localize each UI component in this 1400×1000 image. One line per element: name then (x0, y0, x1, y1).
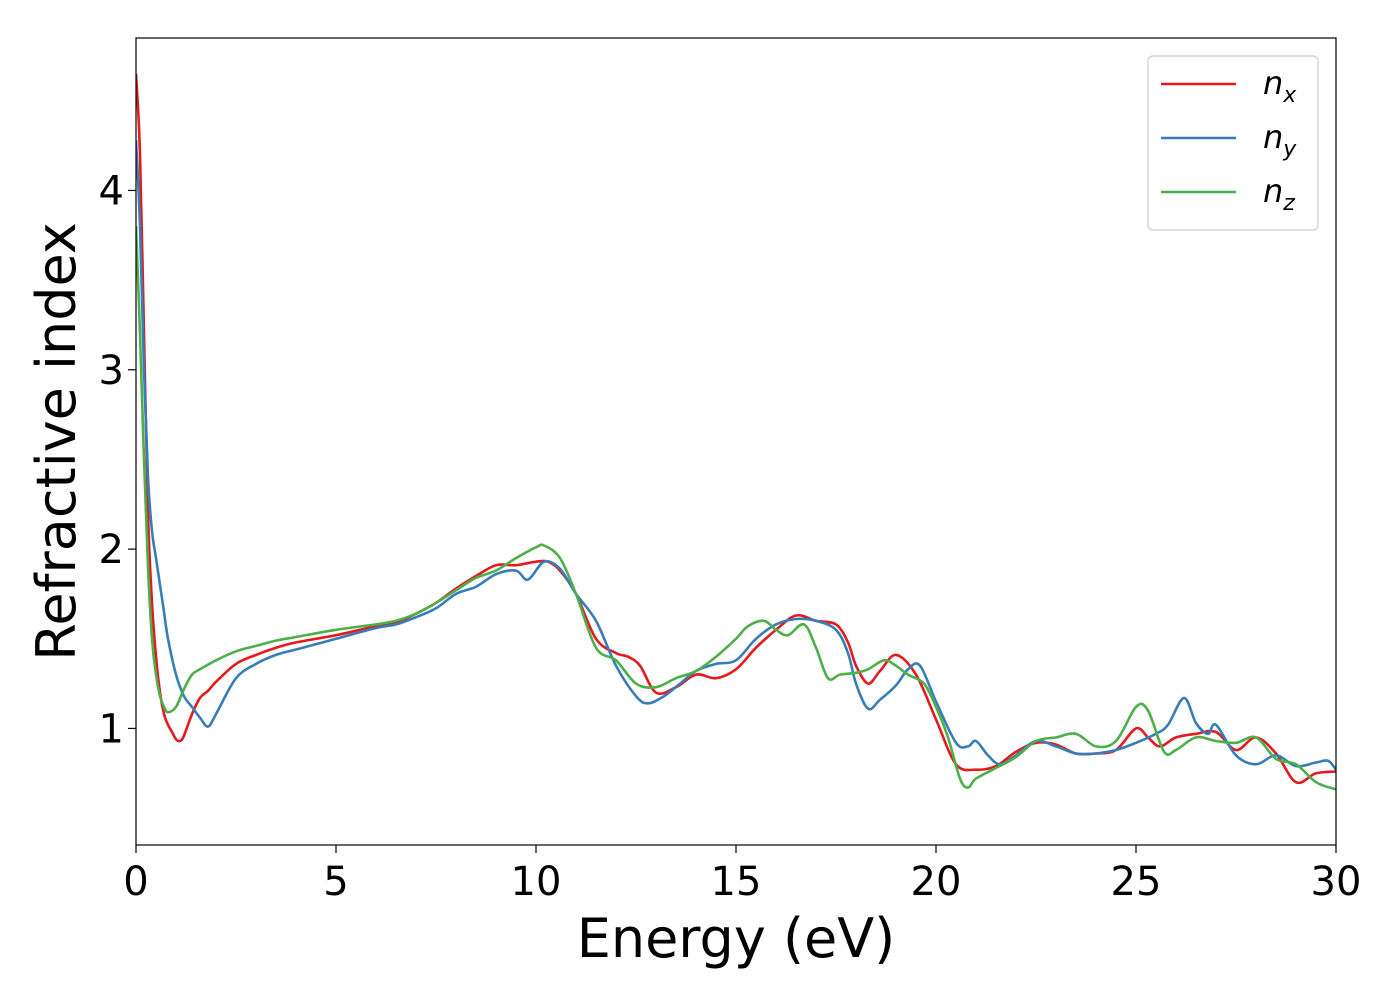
x-tick-label: 10 (511, 859, 562, 905)
y-axis: 1 2 3 4 (99, 168, 136, 752)
x-axis-label: Energy (eV) (577, 907, 896, 970)
y-tick-label: 1 (99, 706, 124, 752)
y-tick-label: 2 (99, 527, 124, 573)
x-tick-label: 20 (911, 859, 962, 905)
x-axis: 0 5 10 15 20 25 30 (123, 845, 1361, 905)
x-tick-label: 0 (123, 859, 148, 905)
x-tick-label: 25 (1111, 859, 1162, 905)
series-line-z (136, 226, 1336, 791)
series-layer (136, 73, 1336, 791)
y-axis-label: Refractive index (25, 222, 88, 661)
x-tick-label: 15 (711, 859, 762, 905)
y-tick-label: 3 (99, 348, 124, 394)
series-line-y (136, 140, 1336, 771)
legend-box (1147, 55, 1319, 231)
x-tick-label: 30 (1311, 859, 1362, 905)
x-tick-label: 5 (323, 859, 348, 905)
y-tick-label: 4 (99, 168, 124, 214)
